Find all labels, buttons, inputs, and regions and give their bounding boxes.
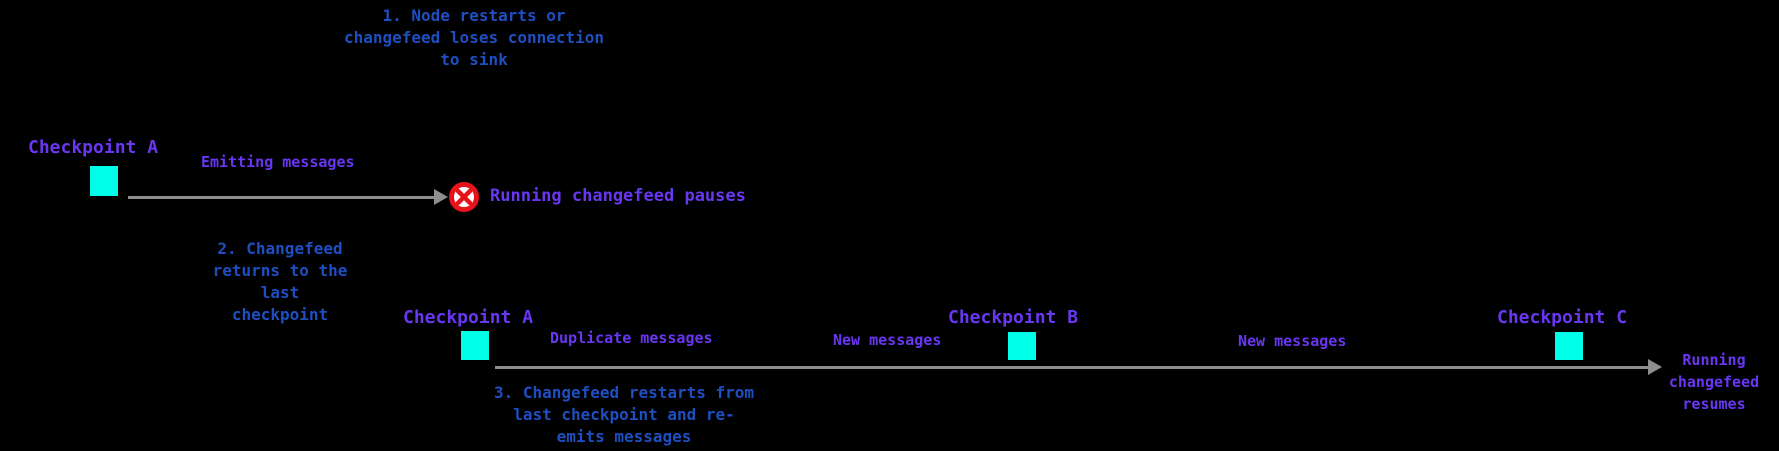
step1-note: 1. Node restarts or changefeed loses con… [343,6,605,69]
changefeed-pauses-label: Running changefeed pauses [490,186,746,206]
arrowhead-icon [1648,359,1662,375]
checkpoint-a-label-bottom: Checkpoint A [403,307,534,328]
changefeed-resumes-label: Running changefeed resumes [1668,351,1760,413]
arrowhead-icon [434,189,448,205]
new-messages-label-2: New messages [1238,332,1347,350]
checkpoint-a-marker-top [90,166,118,196]
arrow-line [128,196,434,199]
checkpoint-a-marker-bottom [461,331,489,360]
checkpoint-a-label-top: Checkpoint A [28,137,159,158]
step2-note: 2. Changefeed returns to the last checkp… [212,239,348,324]
checkpoint-b-marker [1008,332,1036,360]
new-messages-label-1: New messages [833,331,942,349]
pause-circle-x-icon [449,182,479,212]
step3-note: 3. Changefeed restarts from last checkpo… [493,383,755,446]
duplicate-messages-label: Duplicate messages [550,329,713,347]
checkpoint-c-label: Checkpoint C [1497,307,1628,328]
arrow-line [495,366,1648,369]
emitting-messages-label: Emitting messages [201,153,355,171]
checkpoint-b-label: Checkpoint B [948,307,1079,328]
checkpoint-c-marker [1555,332,1583,360]
